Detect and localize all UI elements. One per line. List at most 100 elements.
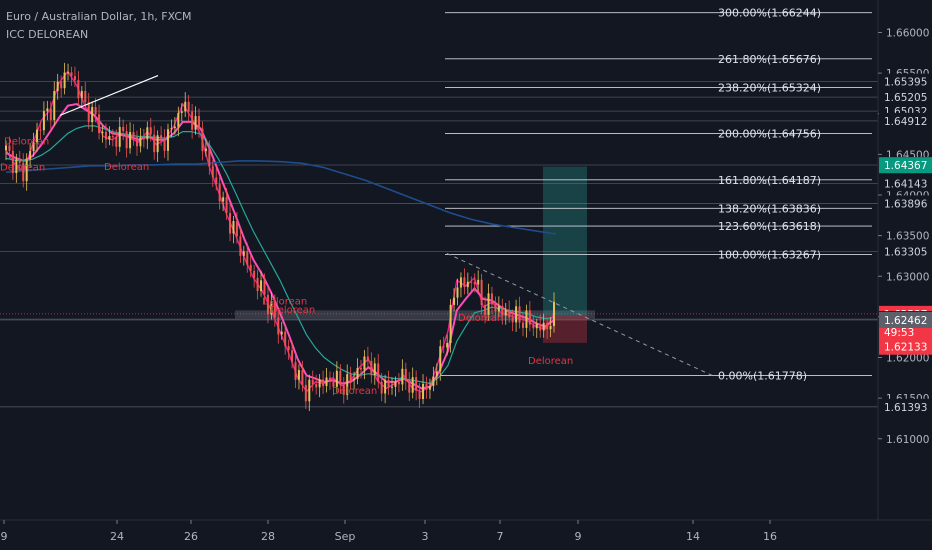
falling-trend-line[interactable] — [446, 253, 713, 376]
candle-body — [8, 145, 11, 151]
candle-body — [353, 378, 356, 381]
candle-body — [535, 323, 538, 329]
candle-body — [270, 301, 273, 315]
candle-body — [470, 281, 473, 283]
price-marker-bg — [879, 175, 932, 192]
x-tick-label: 24 — [110, 530, 124, 543]
target-zone[interactable] — [543, 166, 587, 316]
drawings[interactable] — [59, 75, 713, 376]
candle-body — [497, 306, 500, 312]
candle-body — [77, 80, 80, 99]
price-marker-label: 1.62462 — [884, 315, 927, 327]
candle-body — [418, 390, 421, 399]
price-marker-bg — [879, 398, 932, 415]
candle-body — [484, 304, 487, 315]
candle-body — [439, 346, 442, 372]
candle-body — [260, 280, 263, 292]
candle-body — [411, 377, 414, 393]
price-marker[interactable]: 1.64143 — [879, 175, 932, 192]
candle-body — [428, 385, 431, 390]
candle-body — [490, 293, 493, 305]
fib-level-label: 238.20%(1.65324) — [718, 81, 821, 94]
candle-body — [177, 112, 180, 127]
candle-body — [222, 197, 225, 202]
candle-body — [249, 264, 252, 271]
candle-body — [11, 150, 14, 174]
candle-body — [501, 306, 504, 316]
price-marker[interactable]: 1.62133 — [879, 338, 932, 355]
candle-body — [525, 310, 528, 328]
candle-body — [160, 135, 163, 139]
candle-body — [373, 363, 376, 376]
delorean-annotation: Delorean — [262, 297, 307, 308]
slow-ema-line — [5, 125, 555, 385]
candle-body — [521, 322, 524, 328]
fibonacci-extension[interactable]: 300.00%(1.66244) 261.80%(1.65676) 238.20%(… — [440, 7, 872, 383]
x-tick-label: Sep — [335, 530, 356, 543]
y-tick-label: 1.61000 — [886, 434, 929, 446]
x-tick-label: 14 — [686, 530, 700, 543]
candle-body — [511, 317, 514, 323]
candle-body — [235, 221, 238, 237]
y-tick-label: 1.63000 — [886, 271, 929, 283]
candle-body — [256, 277, 259, 292]
x-tick-label: 26 — [184, 530, 198, 543]
candle-body — [194, 116, 197, 130]
candle-body — [42, 111, 45, 131]
price-marker[interactable]: 1.61393 — [879, 398, 932, 415]
candle-body — [70, 72, 73, 77]
candle-body — [387, 379, 390, 388]
candle-body — [453, 297, 456, 305]
candle-body — [29, 151, 32, 160]
delorean-annotation: Delorean — [332, 386, 377, 397]
candle-body — [218, 184, 221, 202]
candle-body — [166, 129, 169, 151]
x-tick-label: 28 — [261, 530, 275, 543]
time-axis[interactable]: 9 24 26 28 Sep 3 7 9 14 16 — [0, 519, 932, 543]
candle-body — [253, 270, 256, 278]
fib-level-label: 0.00%(1.61778) — [718, 370, 807, 383]
candle-body — [311, 379, 314, 384]
candle-body — [118, 126, 121, 147]
price-marker[interactable]: 1.62462 — [879, 311, 932, 328]
price-marker[interactable]: 1.64912 — [879, 112, 932, 129]
price-marker[interactable]: 1.65395 — [879, 73, 932, 90]
price-marker-label: 1.65395 — [884, 77, 927, 89]
candle-body — [532, 324, 535, 329]
price-marker-bg — [879, 338, 932, 355]
x-tick-label: 16 — [763, 530, 777, 543]
candle-body — [349, 374, 352, 381]
candle-body — [297, 370, 300, 380]
price-marker-label: 1.62133 — [884, 342, 927, 354]
candle-body — [280, 331, 283, 335]
candle-body — [229, 212, 232, 234]
price-marker[interactable]: 1.64367 — [879, 157, 932, 174]
candle-body — [528, 310, 531, 325]
candle-body — [115, 136, 118, 147]
trend-line[interactable] — [59, 75, 159, 116]
candle-body — [191, 111, 194, 130]
candle-body — [273, 301, 276, 318]
price-axis[interactable]: 1.660001.655001.650001.645001.640001.635… — [877, 0, 932, 520]
candle-body — [328, 377, 331, 381]
candle-body — [449, 304, 452, 343]
candle-body — [232, 221, 235, 234]
candle-body — [356, 367, 359, 379]
price-marker[interactable]: 1.63896 — [879, 195, 932, 212]
price-marker-bg — [879, 195, 932, 212]
price-marker-label: 1.64143 — [884, 178, 927, 190]
moving-average-series — [5, 70, 557, 393]
grid-layer — [0, 81, 878, 408]
candle-body — [149, 127, 152, 135]
support-zone[interactable] — [235, 310, 595, 319]
price-marker[interactable]: 1.65205 — [879, 89, 932, 106]
candle-body — [466, 281, 469, 288]
price-marker-label: 1.61393 — [884, 402, 927, 414]
price-marker[interactable]: 1.63305 — [879, 243, 932, 260]
candle-body — [98, 114, 101, 134]
candle-body — [104, 131, 107, 140]
candle-body — [422, 383, 425, 399]
candle-body — [446, 342, 449, 348]
candle-body — [515, 306, 518, 323]
